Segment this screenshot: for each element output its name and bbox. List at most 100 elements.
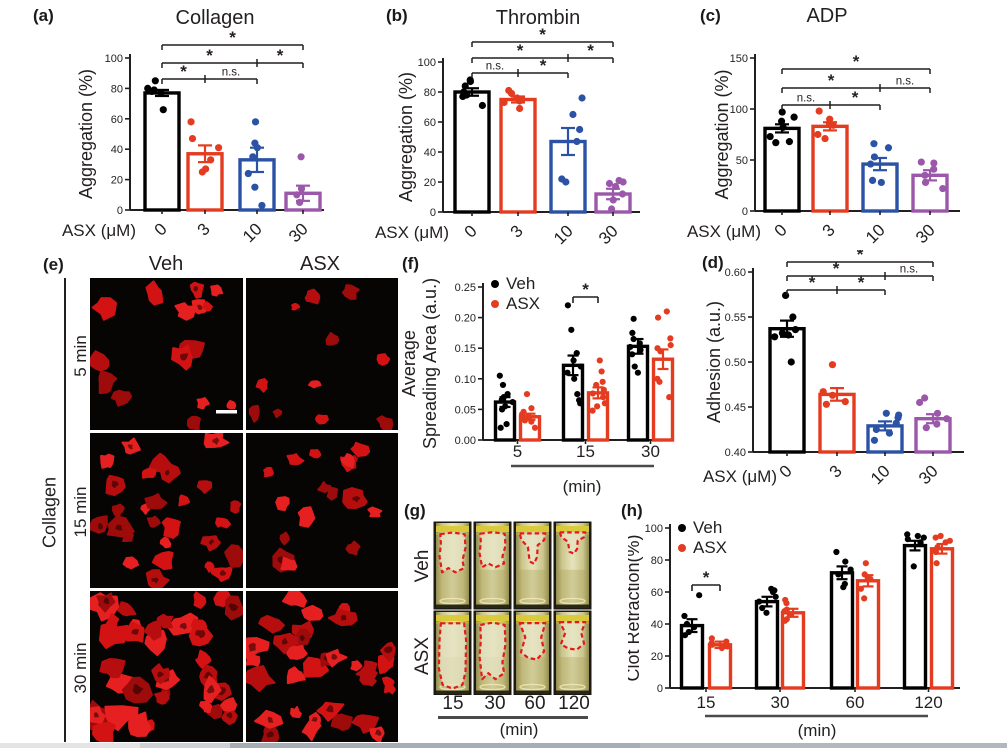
data-dot	[779, 123, 787, 131]
platelet-blob-center	[115, 524, 123, 531]
data-dot	[564, 302, 571, 309]
platelet-blob	[308, 380, 322, 389]
panel-letter-b: (b)	[386, 6, 408, 25]
clot-outline	[558, 621, 587, 651]
platelet-blob	[272, 408, 283, 419]
data-dot	[691, 624, 698, 631]
panel-letter-d: (d)	[702, 253, 724, 272]
data-dot	[939, 184, 947, 193]
sig-label: *	[853, 52, 860, 71]
y-axis-label: Aggregation (%)	[712, 69, 732, 199]
legend-dot	[491, 280, 499, 288]
platelet-blob	[279, 531, 290, 546]
x-tick-label: 120	[914, 693, 942, 712]
platelet-blob	[246, 637, 270, 657]
platelet-blob	[367, 506, 383, 518]
data-dot	[293, 191, 301, 199]
data-dot	[576, 125, 584, 134]
platelet-blob	[215, 517, 231, 529]
bar	[855, 579, 881, 690]
data-dot	[249, 153, 257, 161]
platelet-blob	[376, 415, 394, 430]
sig-label: n.s.	[797, 93, 816, 105]
platelet-blob	[92, 721, 117, 742]
collagen-bracket-line	[64, 278, 66, 742]
chart-c-svg: 0 50 100 150 ADP Aggregation (%) 0 3 10 30 ASX (μM…	[687, 5, 960, 247]
y-tick-label: 0.05	[455, 404, 476, 416]
platelet-blob	[190, 619, 208, 631]
data-dot	[461, 82, 469, 90]
data-dot	[782, 291, 790, 299]
y-tick-label: 0.40	[725, 447, 746, 459]
platelet-blob	[144, 493, 168, 510]
data-dot	[157, 89, 165, 97]
tube-bottom-shadow	[516, 604, 549, 608]
y-tick-label: 0.55	[725, 312, 746, 324]
data-dot	[868, 176, 877, 184]
platelet-blob	[345, 540, 361, 556]
x-axis-label: ASX (μM)	[62, 221, 136, 240]
x-tick-label: 15	[576, 442, 595, 461]
data-dot	[570, 357, 577, 364]
data-dot	[598, 368, 605, 375]
y-tick-label: 0.00	[455, 435, 476, 447]
y-tick-label: 0.25	[455, 282, 476, 294]
bar	[829, 571, 855, 690]
data-dot	[629, 329, 636, 336]
platelet-blob-center	[195, 629, 206, 639]
tube-meniscus	[479, 683, 506, 691]
bar	[143, 91, 181, 212]
data-dot	[148, 87, 156, 96]
data-dot	[188, 134, 197, 143]
tube-rim	[436, 615, 469, 621]
data-dot	[933, 420, 941, 428]
data-dot	[814, 130, 822, 139]
platelet-blob	[203, 301, 213, 312]
clot-tube	[553, 610, 592, 696]
platelet-blob	[91, 297, 117, 321]
sig-label: *	[206, 46, 213, 65]
clot-tube	[553, 521, 592, 610]
clot-outline	[518, 622, 547, 661]
x-tick-label: 3	[826, 461, 846, 481]
data-dot	[933, 409, 942, 417]
platelet-blob	[286, 666, 306, 685]
platelet-blob-center	[383, 646, 393, 654]
platelet-blob-center	[352, 495, 361, 503]
cropped-next-row-strip	[0, 743, 1007, 748]
platelet-blob-center	[132, 684, 144, 695]
data-dot	[656, 378, 663, 385]
micrograph-background	[246, 278, 398, 430]
platelet-blob	[90, 350, 110, 372]
data-dot	[159, 106, 167, 114]
clot-outline	[437, 622, 468, 690]
data-dot	[509, 398, 516, 406]
x-tick-label: 10	[867, 461, 894, 488]
platelet-blob	[376, 353, 391, 366]
tube-bottom-shadow	[476, 604, 509, 608]
data-dot	[942, 539, 949, 546]
clot-tube	[433, 610, 472, 696]
sig-label: *	[180, 62, 187, 81]
sig-label: *	[857, 250, 864, 264]
platelet-blob	[280, 556, 298, 571]
platelet-blob-center	[196, 304, 203, 311]
sig-label: *	[852, 88, 859, 107]
micrograph-column-header-veh: Veh	[148, 253, 184, 275]
x-tick-label: 10	[550, 221, 577, 248]
x-tick-label: 0	[151, 219, 171, 239]
platelet-blob	[248, 404, 260, 423]
micrograph-cell	[90, 278, 243, 430]
data-dot	[870, 140, 878, 148]
platelet-blob	[384, 682, 396, 695]
platelet-blob	[210, 284, 224, 297]
data-dot	[594, 403, 601, 410]
platelet-blob	[155, 613, 174, 629]
data-dot	[207, 156, 215, 164]
platelet-blob	[341, 284, 360, 300]
data-dot	[630, 315, 637, 322]
bar	[707, 643, 733, 690]
x-axis-label: ASX (μM)	[687, 222, 761, 241]
sig-label: *	[582, 280, 589, 299]
y-axis-label: Clot Retraction(%)	[628, 534, 643, 681]
